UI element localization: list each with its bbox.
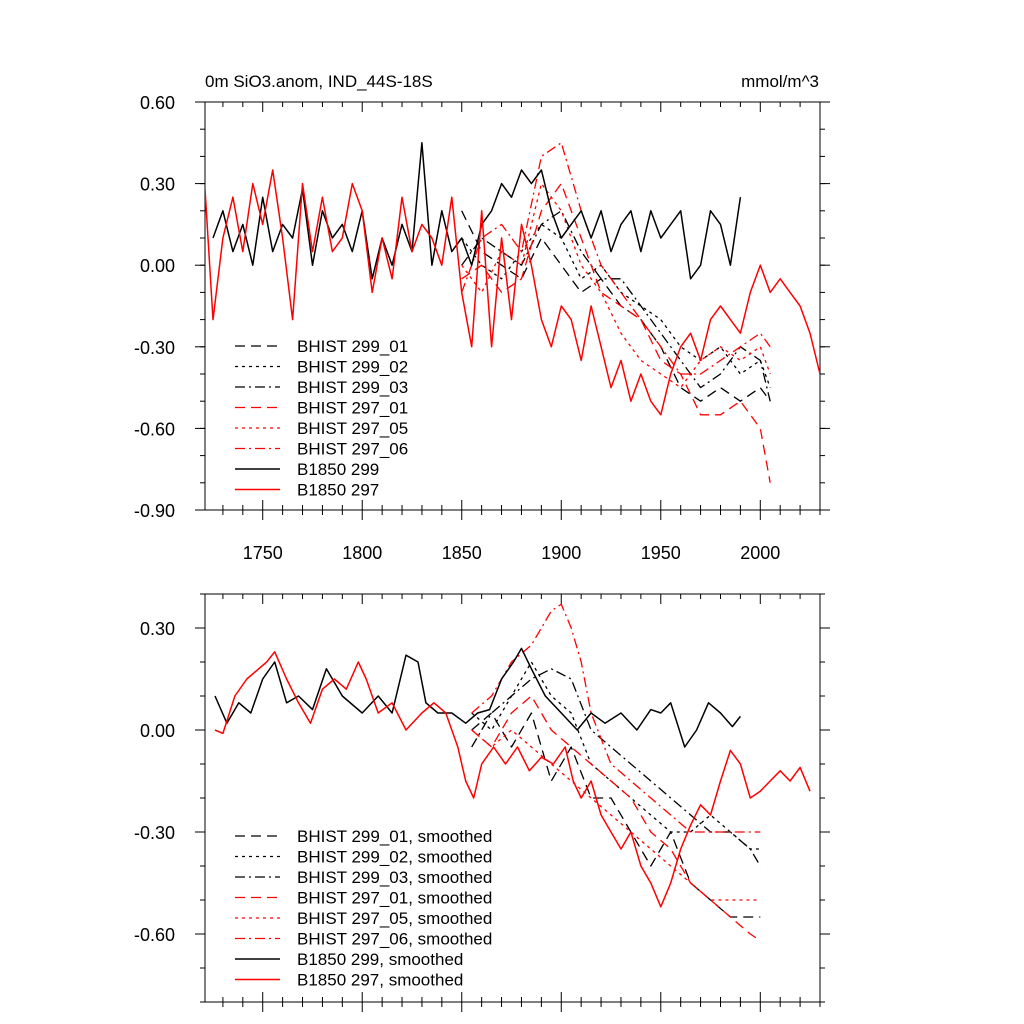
legend-label: BHIST 299_02, smoothed: [297, 848, 492, 867]
legend-label: BHIST 299_01, smoothed: [297, 827, 492, 846]
y-tick-label: -0.30: [134, 338, 175, 358]
series-line: [461, 142, 771, 375]
series-group: [214, 603, 811, 942]
series-line: [471, 729, 761, 901]
top-panel: 1750 1800 1850 1900 1950 2000 0.60 0.30 0.00 -0.3…: [134, 93, 830, 563]
series-line: [461, 223, 771, 388]
legend-label: BHIST 299_03, smoothed: [297, 868, 492, 887]
x-tick-label: 1800: [342, 543, 382, 563]
legend-label: B1850 297, smoothed: [297, 971, 463, 990]
series-line: [471, 712, 761, 918]
y-tick-label: -0.60: [134, 925, 175, 945]
x-tick-label: 1850: [442, 543, 482, 563]
legend-label: BHIST 297_06: [297, 440, 408, 459]
y-tick-label: -0.60: [134, 419, 175, 439]
x-tick-label: 1900: [541, 543, 581, 563]
series-line: [214, 647, 741, 748]
series-line: [214, 651, 811, 908]
legend-label: BHIST 297_01, smoothed: [297, 889, 492, 908]
x-tick-label: 2000: [740, 543, 780, 563]
legend-label: BHIST 297_05: [297, 419, 408, 438]
legend-label: BHIST 299_01: [297, 337, 408, 356]
series-line: [205, 169, 820, 416]
y-tick-label: 0.30: [140, 175, 175, 195]
series-line: [461, 210, 771, 402]
plot-frame: [204, 101, 821, 511]
y-tick-label: 0.00: [140, 256, 175, 276]
legend-label: BHIST 299_03: [297, 378, 408, 397]
series-line: [461, 182, 771, 483]
legend-label: B1850 297: [297, 481, 379, 500]
legend-label: BHIST 297_05, smoothed: [297, 909, 492, 928]
series-line: [461, 182, 771, 389]
series-line: [471, 668, 761, 867]
series-line: [212, 142, 742, 280]
series-group: [205, 142, 820, 483]
y-tick-label: -0.30: [134, 823, 175, 843]
legend-label: BHIST 297_01: [297, 399, 408, 418]
legend-label: BHIST 299_02: [297, 358, 408, 377]
y-tick-label: -0.90: [134, 501, 175, 521]
legend-label: B1850 299, smoothed: [297, 950, 463, 969]
y-tick-label: 0.00: [140, 721, 175, 741]
y-tick-label: 0.30: [140, 619, 175, 639]
plot-title: 0m SiO3.anom, IND_44S-18S: [205, 72, 433, 91]
y-tick-label: 0.60: [140, 93, 175, 113]
units-label: mmol/m^3: [741, 72, 819, 91]
x-tick-label: 1950: [641, 543, 681, 563]
x-tick-label: 1750: [243, 543, 283, 563]
legend-label: BHIST 297_06, smoothed: [297, 930, 492, 949]
series-line: [471, 661, 761, 850]
bottom-panel: 0.30 0.00 -0.30 -0.60 BHIST 299_01, smoothed…: [134, 593, 830, 1012]
series-line: [471, 603, 761, 833]
legend-label: B1850 299: [297, 460, 379, 479]
